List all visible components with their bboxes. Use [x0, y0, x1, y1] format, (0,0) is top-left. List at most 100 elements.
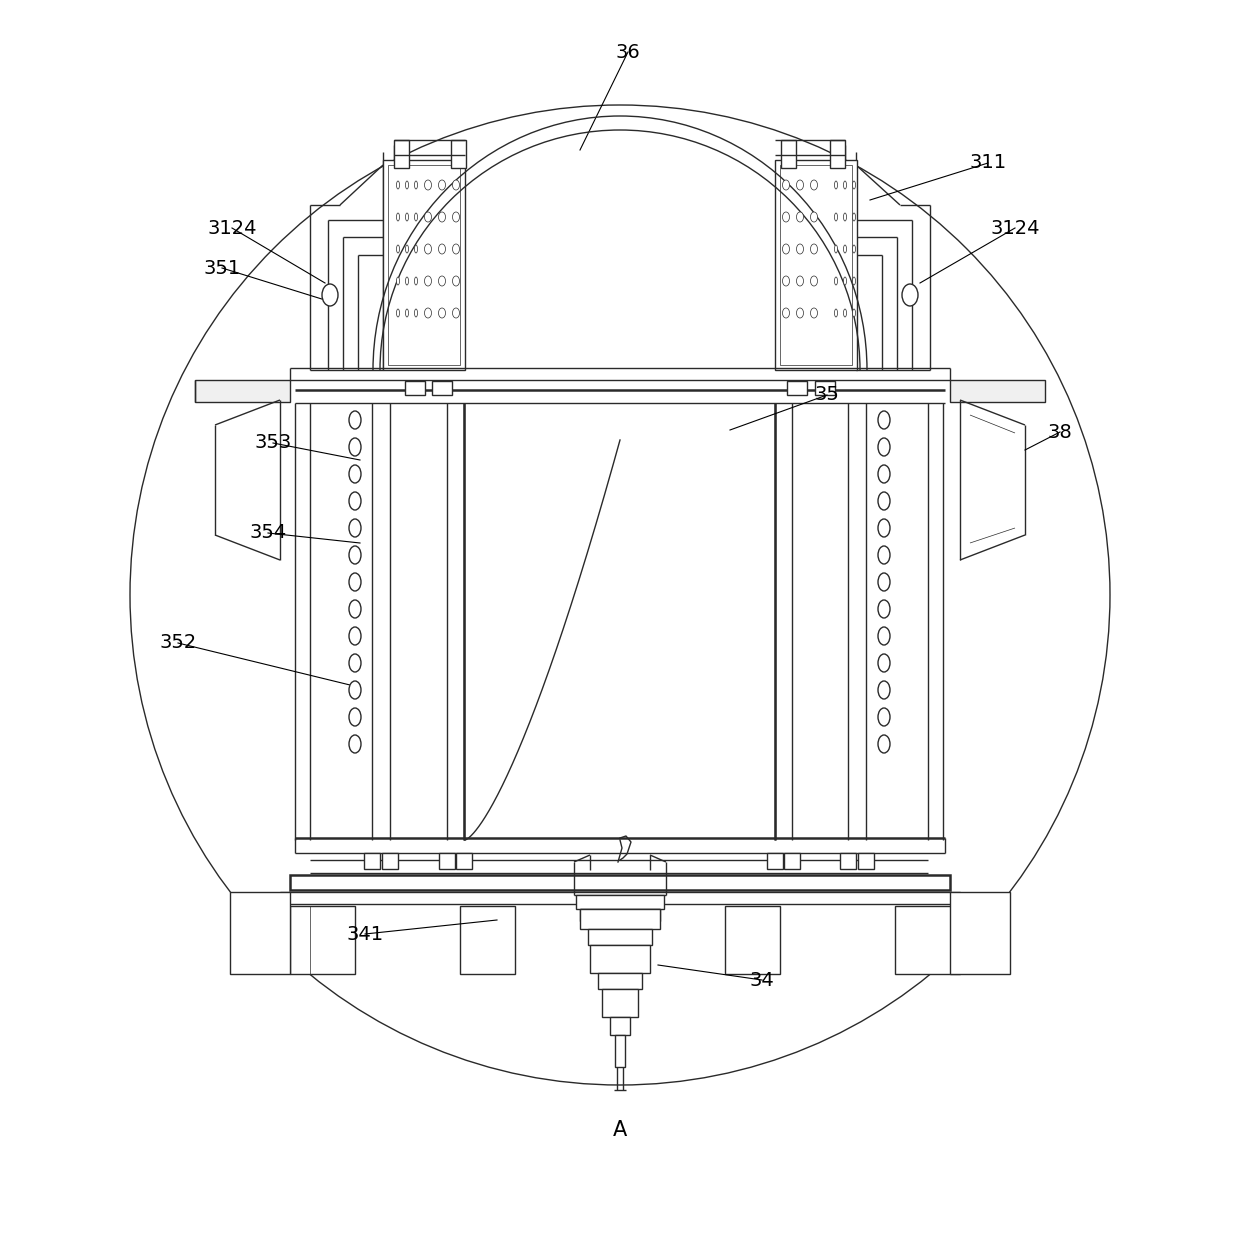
- Ellipse shape: [348, 519, 361, 537]
- Bar: [601, 989, 639, 1016]
- Ellipse shape: [453, 245, 460, 254]
- Ellipse shape: [397, 182, 399, 189]
- Ellipse shape: [348, 680, 361, 699]
- Ellipse shape: [405, 309, 408, 317]
- Ellipse shape: [853, 309, 856, 317]
- Ellipse shape: [782, 245, 790, 254]
- Ellipse shape: [878, 680, 890, 699]
- Text: 3124: 3124: [207, 219, 257, 237]
- Ellipse shape: [782, 180, 790, 190]
- Ellipse shape: [348, 600, 361, 618]
- Ellipse shape: [878, 708, 890, 726]
- Ellipse shape: [853, 277, 856, 285]
- Bar: [451, 140, 466, 168]
- Ellipse shape: [405, 182, 408, 189]
- Bar: [858, 853, 874, 869]
- Bar: [290, 876, 950, 890]
- Ellipse shape: [782, 212, 790, 222]
- Bar: [590, 945, 650, 973]
- Ellipse shape: [835, 182, 837, 189]
- Ellipse shape: [878, 573, 890, 592]
- Text: 341: 341: [346, 925, 383, 944]
- Bar: [775, 161, 857, 370]
- Bar: [432, 382, 453, 395]
- Text: 311: 311: [970, 153, 1007, 173]
- Ellipse shape: [405, 245, 408, 253]
- Bar: [582, 909, 591, 929]
- Ellipse shape: [853, 182, 856, 189]
- Ellipse shape: [439, 212, 445, 222]
- Ellipse shape: [397, 309, 399, 317]
- Ellipse shape: [424, 275, 432, 287]
- Ellipse shape: [348, 735, 361, 753]
- Ellipse shape: [835, 309, 837, 317]
- Bar: [588, 929, 652, 945]
- Ellipse shape: [439, 308, 445, 317]
- Text: A: A: [613, 1120, 627, 1140]
- Ellipse shape: [878, 627, 890, 645]
- Bar: [229, 892, 290, 974]
- Ellipse shape: [424, 245, 432, 254]
- Ellipse shape: [405, 277, 408, 285]
- Ellipse shape: [878, 546, 890, 564]
- Bar: [768, 853, 782, 869]
- Ellipse shape: [348, 708, 361, 726]
- Ellipse shape: [796, 245, 804, 254]
- Bar: [637, 909, 647, 929]
- Bar: [615, 909, 625, 929]
- Text: 354: 354: [249, 524, 286, 542]
- Ellipse shape: [397, 277, 399, 285]
- Ellipse shape: [414, 309, 418, 317]
- Bar: [780, 165, 852, 366]
- Ellipse shape: [453, 275, 460, 287]
- Text: 3124: 3124: [991, 219, 1040, 237]
- Ellipse shape: [878, 466, 890, 483]
- Ellipse shape: [878, 655, 890, 672]
- Ellipse shape: [439, 275, 445, 287]
- Ellipse shape: [853, 212, 856, 221]
- Bar: [784, 853, 800, 869]
- Text: 34: 34: [750, 971, 774, 989]
- Text: 38: 38: [1048, 422, 1073, 441]
- Ellipse shape: [424, 212, 432, 222]
- Ellipse shape: [414, 182, 418, 189]
- Ellipse shape: [796, 275, 804, 287]
- Ellipse shape: [348, 466, 361, 483]
- Ellipse shape: [424, 308, 432, 317]
- Text: 352: 352: [160, 634, 197, 652]
- Bar: [388, 165, 460, 366]
- Ellipse shape: [843, 245, 847, 253]
- Ellipse shape: [811, 180, 817, 190]
- Text: 35: 35: [815, 385, 839, 405]
- Ellipse shape: [878, 492, 890, 510]
- Bar: [725, 906, 780, 974]
- Bar: [382, 853, 398, 869]
- Bar: [626, 909, 636, 929]
- Ellipse shape: [322, 284, 339, 306]
- Bar: [950, 380, 1045, 403]
- Ellipse shape: [782, 308, 790, 317]
- Ellipse shape: [811, 308, 817, 317]
- Ellipse shape: [843, 309, 847, 317]
- Ellipse shape: [439, 245, 445, 254]
- Ellipse shape: [414, 212, 418, 221]
- Ellipse shape: [414, 245, 418, 253]
- Text: 353: 353: [254, 433, 291, 452]
- Ellipse shape: [414, 277, 418, 285]
- Ellipse shape: [397, 212, 399, 221]
- Bar: [950, 892, 1011, 974]
- Ellipse shape: [878, 600, 890, 618]
- Bar: [615, 1035, 625, 1067]
- Ellipse shape: [843, 277, 847, 285]
- Ellipse shape: [878, 411, 890, 429]
- Bar: [383, 161, 465, 370]
- Bar: [649, 909, 658, 929]
- Ellipse shape: [843, 182, 847, 189]
- Bar: [460, 906, 515, 974]
- Ellipse shape: [811, 212, 817, 222]
- Bar: [456, 853, 472, 869]
- Bar: [580, 909, 660, 921]
- Bar: [365, 853, 379, 869]
- Ellipse shape: [811, 275, 817, 287]
- Bar: [280, 892, 960, 904]
